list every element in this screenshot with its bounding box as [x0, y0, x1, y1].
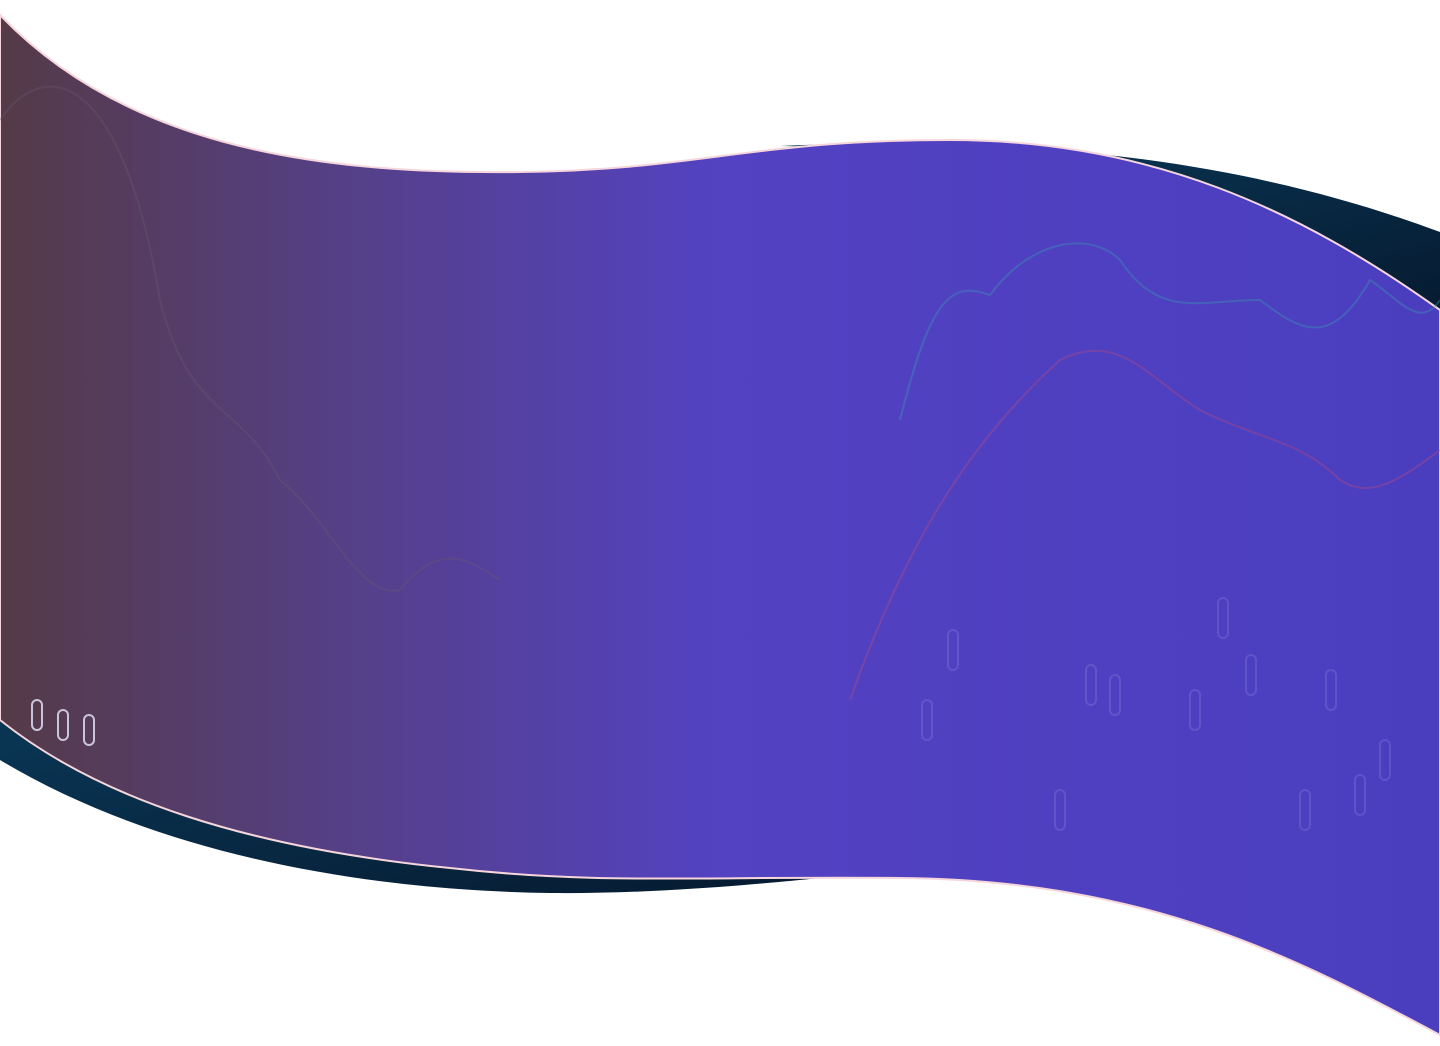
candle	[1217, 597, 1229, 639]
candle	[1189, 689, 1201, 731]
candle	[83, 714, 95, 746]
motif-line-red	[849, 349, 1440, 701]
candle	[1325, 669, 1337, 711]
chart-motif	[0, 85, 1440, 701]
candle	[947, 629, 959, 671]
candles	[921, 597, 1391, 831]
candle	[1379, 739, 1391, 781]
purple-wave	[0, 13, 1440, 1037]
candle	[31, 699, 43, 731]
candle	[921, 699, 933, 741]
candle	[1245, 654, 1257, 696]
candle	[1109, 674, 1121, 716]
motif-line-teal	[899, 242, 1440, 421]
candle	[1085, 664, 1097, 706]
motif-line-left	[0, 85, 501, 592]
candle	[57, 709, 69, 741]
dark-band-top	[780, 143, 1440, 322]
dark-band-bottom	[0, 660, 820, 894]
candle	[1354, 774, 1366, 816]
candles-left	[31, 699, 95, 746]
candle	[1054, 789, 1066, 831]
candle	[1299, 789, 1311, 831]
